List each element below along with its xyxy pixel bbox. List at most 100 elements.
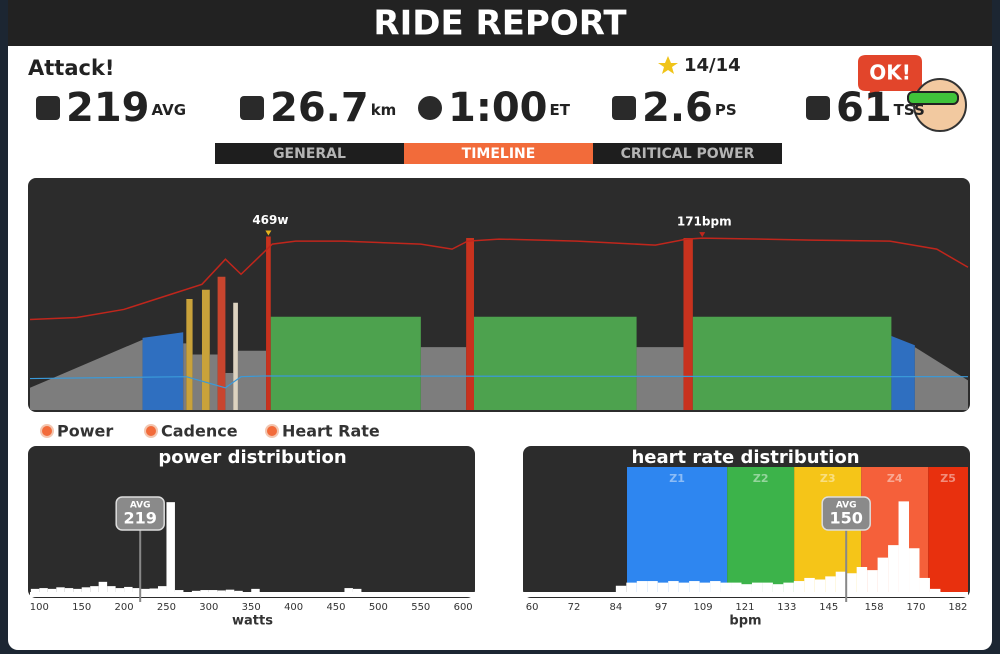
x-tick-label: 350: [242, 602, 261, 613]
x-tick-label: 109: [694, 602, 713, 613]
hist-bar: [710, 581, 721, 592]
hist-bar: [217, 590, 226, 592]
x-tick-label: 121: [735, 602, 754, 613]
avg-value: 219: [123, 509, 156, 528]
stat: 2.6 PS: [642, 85, 737, 131]
hist-floor: [30, 592, 475, 597]
stat-unit: AVG: [152, 101, 187, 119]
hist-bar: [47, 588, 57, 592]
hist-bar: [668, 581, 679, 592]
hist-bar: [615, 585, 627, 592]
zone-label: Z5: [940, 472, 956, 485]
stat-unit: TSS: [894, 101, 925, 119]
zone-label: Z2: [753, 472, 769, 485]
x-tick-label: 145: [819, 602, 838, 613]
hist-bar: [877, 557, 889, 592]
header-title: RIDE REPORT: [373, 4, 627, 44]
annotation-label: 469w: [252, 213, 288, 227]
hist-bar: [73, 588, 82, 592]
x-tick-label: 182: [948, 602, 967, 613]
hist-bar: [39, 588, 48, 592]
power-segment: [692, 316, 892, 410]
x-axis-label: bpm: [729, 614, 761, 629]
power-segment: [237, 350, 267, 410]
hist-bar: [919, 577, 930, 592]
hist-bar: [867, 570, 878, 592]
hist-bar: [191, 590, 201, 592]
stat-value: 2.6: [642, 85, 713, 131]
tab[interactable]: [215, 143, 404, 164]
badge-bubble: [858, 55, 922, 100]
hist-bar: [626, 582, 637, 592]
hist-bar: [731, 582, 742, 592]
tab[interactable]: [593, 143, 782, 164]
badge: OK!: [869, 61, 911, 85]
stat: 26.7 km: [270, 85, 396, 131]
power-segment: [192, 354, 202, 410]
hist-bar: [107, 586, 116, 592]
power-segment: [30, 339, 143, 410]
hist-bar: [234, 590, 243, 592]
avg-label: AVG: [836, 501, 857, 511]
hist-bar: [174, 590, 184, 592]
tab[interactable]: [404, 143, 593, 164]
legend-label: Cadence: [161, 422, 238, 441]
zone-band: [627, 467, 728, 592]
x-tick-label: 400: [284, 602, 303, 613]
zone-label: Z1: [669, 472, 685, 485]
hist-bar: [90, 586, 99, 592]
tab-label: CRITICAL POWER: [621, 146, 755, 162]
tab-label: TIMELINE: [462, 146, 536, 162]
hist-bar: [208, 590, 218, 592]
dist-title: power distribution: [158, 447, 346, 468]
hist-bar: [814, 579, 826, 592]
hist-bar: [64, 588, 74, 592]
stat: 219 AVG: [66, 85, 186, 131]
stat-unit: ET: [550, 101, 571, 119]
power-segment: [636, 347, 684, 410]
heart-rate-line: [29, 237, 969, 321]
hist-bar: [636, 581, 648, 592]
power-segment: [266, 236, 271, 410]
hist-bar: [888, 545, 899, 592]
power-segment: [217, 276, 226, 410]
x-tick-label: 150: [72, 602, 91, 613]
legend-dot: [144, 424, 158, 438]
hist-bar: [689, 581, 700, 592]
hist-bar: [856, 567, 868, 592]
power-segment: [186, 299, 193, 410]
zone-label: Z3: [820, 472, 836, 485]
power-segment: [209, 354, 218, 410]
hist-bar: [720, 582, 732, 592]
stat-value: 1:00: [448, 85, 548, 131]
star-icon: [658, 56, 678, 74]
workout-name: Attack!: [28, 56, 115, 80]
power-dist-panel: [28, 446, 475, 598]
power-segment: [270, 316, 421, 410]
avg-value: 150: [829, 509, 862, 528]
x-tick-label: 60: [526, 602, 539, 613]
hist-bar: [783, 582, 794, 592]
power-segment: [914, 347, 968, 410]
tab-label: GENERAL: [273, 146, 346, 162]
stars: 14/14: [684, 55, 741, 76]
legend-label: Heart Rate: [282, 422, 380, 441]
x-tick-label: 100: [30, 602, 49, 613]
hist-bar: [166, 502, 175, 592]
power-segment: [233, 302, 238, 410]
hist-bar: [762, 582, 773, 592]
stat-icon: [612, 96, 636, 120]
legend-label: Power: [57, 422, 113, 441]
hist-floor: [523, 592, 968, 597]
zone-band: [928, 467, 968, 592]
hist-bar: [141, 588, 150, 592]
annotation-marker: [699, 232, 706, 238]
avatar-glasses: [907, 91, 959, 105]
avg-box: [821, 496, 871, 531]
avg-box: [115, 496, 165, 531]
hist-bar: [846, 573, 857, 592]
x-axis-label: watts: [232, 614, 273, 629]
stat-value: 26.7: [270, 85, 369, 131]
x-tick-label: 500: [369, 602, 388, 613]
hist-bar: [124, 586, 133, 592]
